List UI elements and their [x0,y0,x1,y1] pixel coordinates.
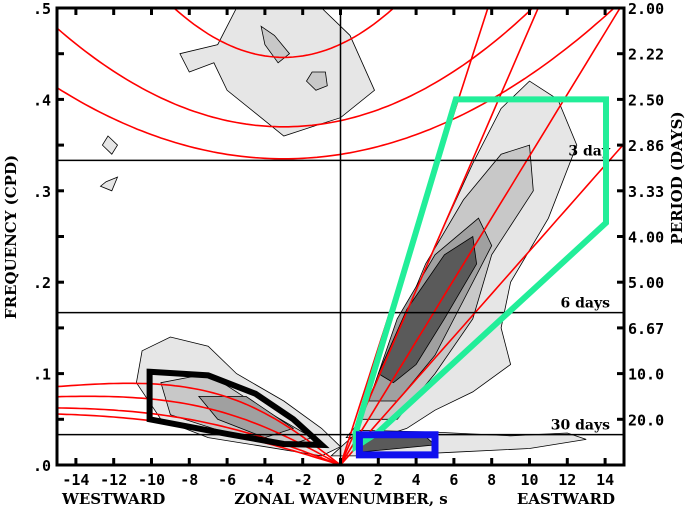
rossby-curve [57,395,341,465]
mjo-filter-box [355,431,439,459]
contour-region-1.1 [99,176,119,192]
period-tick-label: 4.00 [628,229,664,247]
x-tick-label: -10 [138,471,165,489]
period-tick-label: 3.33 [628,183,664,201]
filter-boxes [146,96,609,459]
kelvin-curve [339,8,540,465]
rossby-curve [57,382,341,465]
period-tick-label: 2.50 [628,91,664,109]
kelvin-curve [339,143,624,465]
contour-region-1.4 [377,235,478,384]
x-tick-label: 10 [520,471,538,489]
x-tick-label: -6 [218,471,236,489]
x-tick-label: -12 [100,471,127,489]
x-tick-label: 14 [596,471,614,489]
period-line-label: 3 day [568,143,610,159]
kelvin-curve [339,8,621,465]
y-tick-label: .1 [33,366,51,384]
axis-ticks: -14 -12 -10 -8 -6 -4 -2 0 2 4 6 8 10 12 14 .0 .1 .2 .3 .4 .5… [33,0,664,489]
y-tick-label: .0 [33,457,51,475]
contour-region-1.1 [101,135,119,155]
y-axis-label: FREQUENCY (CPD) [2,155,20,319]
y-tick-label: .4 [33,91,51,109]
period-axis-label: PERIOD (DAYS) [668,111,686,244]
period-line-label: 6 days [561,296,611,312]
x-tick-label: -2 [294,471,312,489]
period-tick-label: 5.00 [628,274,664,292]
rossby-curve [57,407,341,465]
x-tick-label: 2 [374,471,383,489]
contour-region-1.2 [260,25,291,64]
y-tick-label: .5 [33,0,51,18]
y-tick-label: .2 [33,274,51,292]
period-tick-label: 20.0 [628,411,664,429]
kelvin-filter-box [352,96,609,453]
period-tick-label: 2.86 [628,137,664,155]
contour-region-1.1 [179,8,375,137]
period-tick-label: 6.67 [628,320,664,338]
x-tick-label: -8 [180,471,198,489]
period-tick-label: 2.00 [628,0,664,18]
rossby-filter-box [146,368,330,449]
period-tick-label: 10.0 [628,366,664,384]
westward-label: WESTWARD [61,490,165,508]
period-line-label: 30 days [551,418,610,434]
x-tick-label: -4 [256,471,274,489]
x-tick-label: 8 [487,471,496,489]
y-tick-label: .3 [33,183,51,201]
contour-shading [99,8,587,457]
eastward-label: EASTWARD [517,490,615,508]
x-tick-label: 4 [412,471,421,489]
x-tick-label: -14 [62,471,89,489]
x-axis-label: ZONAL WAVENUMBER, s [234,490,448,508]
x-tick-label: 0 [336,471,345,489]
x-tick-label: 6 [449,471,458,489]
x-tick-label: 12 [558,471,576,489]
period-tick-label: 2.22 [628,46,664,64]
contour-region-1.2 [305,71,328,91]
